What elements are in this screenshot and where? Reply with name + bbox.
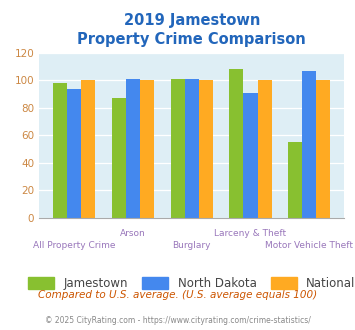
Legend: Jamestown, North Dakota, National: Jamestown, North Dakota, National <box>24 273 355 293</box>
Text: Compared to U.S. average. (U.S. average equals 100): Compared to U.S. average. (U.S. average … <box>38 290 317 300</box>
Text: All Property Crime: All Property Crime <box>33 241 115 250</box>
Bar <box>170 79 185 218</box>
Bar <box>244 93 258 218</box>
Bar <box>288 142 302 218</box>
Bar <box>258 80 272 218</box>
Bar <box>140 80 154 218</box>
Text: © 2025 CityRating.com - https://www.cityrating.com/crime-statistics/: © 2025 CityRating.com - https://www.city… <box>45 316 310 325</box>
Text: Burglary: Burglary <box>173 241 211 250</box>
Bar <box>53 83 67 218</box>
Bar <box>81 80 95 218</box>
Bar <box>302 71 316 218</box>
Bar <box>112 98 126 218</box>
Title: 2019 Jamestown
Property Crime Comparison: 2019 Jamestown Property Crime Comparison <box>77 13 306 48</box>
Text: Motor Vehicle Theft: Motor Vehicle Theft <box>265 241 353 250</box>
Bar <box>67 88 81 218</box>
Bar <box>316 80 331 218</box>
Text: Larceny & Theft: Larceny & Theft <box>214 229 286 238</box>
Text: Arson: Arson <box>120 229 146 238</box>
Bar <box>126 79 140 218</box>
Bar <box>185 79 199 218</box>
Bar <box>229 69 244 218</box>
Bar <box>199 80 213 218</box>
